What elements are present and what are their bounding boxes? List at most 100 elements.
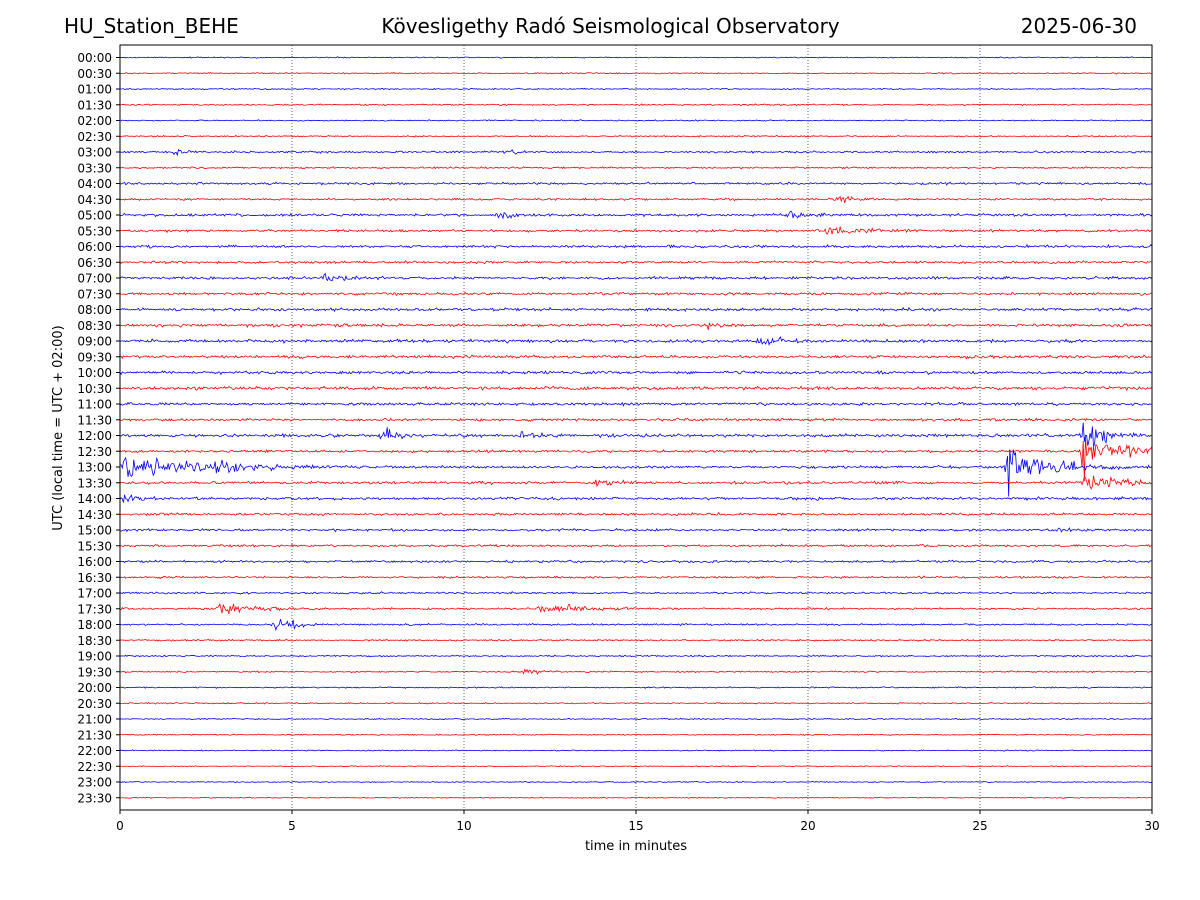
trace-row bbox=[119, 195, 1153, 203]
trace-rows bbox=[119, 56, 1153, 799]
trace-row bbox=[119, 717, 1153, 721]
trace-row bbox=[119, 575, 1153, 580]
y-tick-label: 06:00 bbox=[77, 240, 112, 254]
trace-row bbox=[119, 165, 1153, 170]
trace-row bbox=[119, 291, 1153, 297]
trace-row bbox=[119, 306, 1153, 313]
y-tick-label: 14:00 bbox=[77, 492, 112, 506]
y-tick-label: 03:00 bbox=[77, 146, 112, 160]
y-tick-label: 13:30 bbox=[77, 476, 112, 490]
trace-row bbox=[119, 765, 1153, 768]
trace-row bbox=[119, 527, 1153, 533]
y-tick-label: 20:00 bbox=[77, 681, 112, 695]
trace-row bbox=[119, 87, 1153, 91]
trace-row bbox=[119, 654, 1153, 658]
y-tick-label: 03:30 bbox=[77, 161, 112, 175]
trace-row bbox=[119, 336, 1153, 346]
trace-row bbox=[119, 401, 1153, 407]
trace-row bbox=[119, 119, 1153, 122]
trace-row bbox=[119, 603, 1153, 614]
trace-row bbox=[119, 56, 1153, 59]
y-tick-label: 18:00 bbox=[77, 618, 112, 632]
y-tick-label: 15:30 bbox=[77, 539, 112, 553]
trace-row bbox=[119, 543, 1153, 548]
y-tick-label: 08:30 bbox=[77, 319, 112, 333]
y-tick-label: 11:30 bbox=[77, 413, 112, 427]
x-tick-label: 20 bbox=[800, 819, 815, 833]
y-tick-label: 19:00 bbox=[77, 650, 112, 664]
x-tick-label: 0 bbox=[116, 819, 124, 833]
trace-row bbox=[119, 733, 1153, 736]
y-tick-label: 11:00 bbox=[77, 398, 112, 412]
y-tick-label: 19:30 bbox=[77, 665, 112, 679]
grid-lines bbox=[291, 45, 981, 810]
y-tick-label: 22:30 bbox=[77, 760, 112, 774]
trace-row bbox=[119, 225, 1153, 235]
y-tick-label: 09:30 bbox=[77, 350, 112, 364]
y-axis-label: UTC (local time = UTC + 02:00) bbox=[51, 325, 66, 530]
y-tick-label: 00:30 bbox=[77, 67, 112, 81]
y-tick-label: 04:30 bbox=[77, 193, 112, 207]
y-tick-label: 16:00 bbox=[77, 555, 112, 569]
y-tick-label: 13:00 bbox=[77, 461, 112, 475]
y-tick-label: 08:00 bbox=[77, 303, 112, 317]
chart-title: Kövesligethy Radó Seismological Observat… bbox=[381, 14, 840, 38]
x-axis-label: time in minutes bbox=[585, 839, 687, 854]
y-tick-label: 09:00 bbox=[77, 335, 112, 349]
y-tick-label: 17:30 bbox=[77, 602, 112, 616]
x-tick-label: 25 bbox=[972, 819, 987, 833]
trace-row bbox=[120, 619, 1153, 632]
trace-row bbox=[119, 272, 1153, 282]
y-tick-label: 23:00 bbox=[77, 776, 112, 790]
x-tick-label: 10 bbox=[456, 819, 471, 833]
trace-row bbox=[119, 103, 1153, 107]
y-tick-label: 10:30 bbox=[77, 382, 112, 396]
trace-row bbox=[119, 449, 1153, 497]
x-tick-label: 5 bbox=[288, 819, 296, 833]
trace-row bbox=[119, 260, 1153, 265]
trace-row bbox=[119, 385, 1153, 392]
y-tick-label: 07:00 bbox=[77, 272, 112, 286]
trace-row bbox=[119, 369, 1153, 376]
trace-row bbox=[119, 436, 1153, 482]
x-tick-label: 30 bbox=[1144, 819, 1159, 833]
trace-row bbox=[119, 134, 1153, 138]
trace-row bbox=[119, 322, 1153, 330]
trace-row bbox=[119, 780, 1153, 784]
trace-row bbox=[119, 417, 1153, 422]
trace-row bbox=[119, 638, 1153, 642]
trace-row bbox=[119, 749, 1153, 752]
trace-row bbox=[119, 591, 1153, 595]
chart-date: 2025-06-30 bbox=[1020, 14, 1137, 38]
y-tick-label: 14:30 bbox=[77, 508, 112, 522]
y-tick-label: 20:30 bbox=[77, 697, 112, 711]
y-tick-label: 05:30 bbox=[77, 224, 112, 238]
x-tick-label: 15 bbox=[628, 819, 643, 833]
trace-row bbox=[119, 668, 1153, 676]
y-tick-label: 00:00 bbox=[77, 51, 112, 65]
y-tick-label: 22:00 bbox=[77, 744, 112, 758]
y-tick-label: 16:30 bbox=[77, 571, 112, 585]
y-tick-label: 17:00 bbox=[77, 587, 112, 601]
y-tick-label: 21:30 bbox=[77, 728, 112, 742]
trace-row bbox=[119, 210, 1153, 220]
y-tick-label: 04:00 bbox=[77, 177, 112, 191]
x-axis: 0 5 10 15 20 25 30 bbox=[116, 810, 1160, 833]
y-tick-label: 02:30 bbox=[77, 130, 112, 144]
y-tick-label: 02:00 bbox=[77, 114, 112, 128]
trace-row bbox=[119, 701, 1153, 705]
y-tick-label: 23:30 bbox=[77, 791, 112, 805]
station-id: HU_Station_BEHE bbox=[64, 14, 239, 38]
y-tick-label: 12:00 bbox=[77, 429, 112, 443]
trace-row bbox=[119, 511, 1153, 517]
y-tick-label: 07:30 bbox=[77, 287, 112, 301]
trace-row bbox=[119, 475, 1153, 490]
trace-row bbox=[119, 559, 1153, 564]
trace-row bbox=[119, 354, 1153, 360]
trace-row bbox=[119, 243, 1153, 249]
y-tick-label: 12:30 bbox=[77, 445, 112, 459]
trace-row bbox=[119, 181, 1153, 186]
y-tick-label: 06:30 bbox=[77, 256, 112, 270]
